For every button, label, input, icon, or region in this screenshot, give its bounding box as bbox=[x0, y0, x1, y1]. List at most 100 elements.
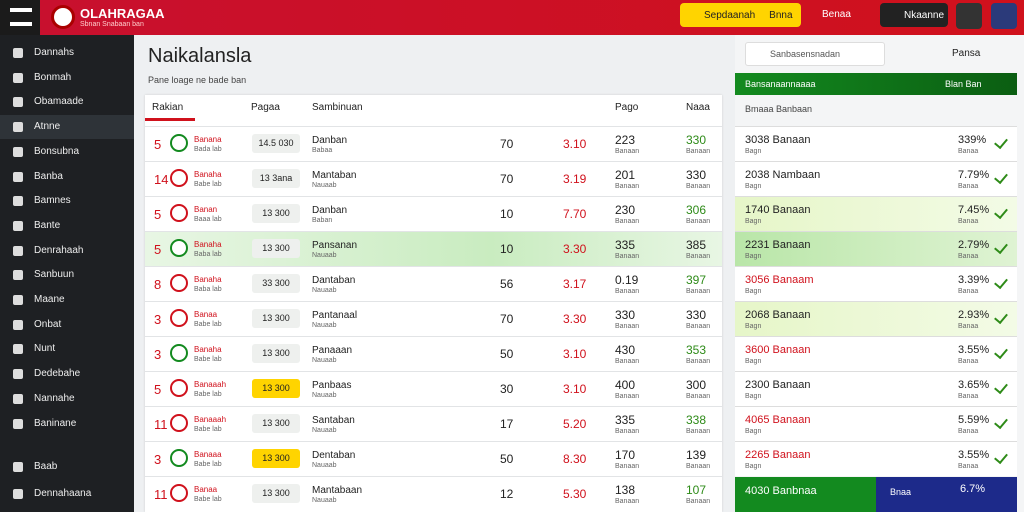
panel-row bbox=[735, 406, 1017, 441]
entry-pct: 3.39% bbox=[958, 274, 990, 286]
nav-item[interactable]: Dannahs bbox=[0, 41, 134, 65]
nav-item[interactable]: Dedebahe bbox=[0, 362, 134, 386]
nav-item[interactable]: Bonsubna bbox=[0, 140, 134, 164]
sidebar: Dannahs Bonmah Obamaade Atnne Bonsubna Banba B… bbox=[0, 35, 134, 512]
team-sub: Babe lab bbox=[194, 321, 222, 328]
entry-sub: Bagn bbox=[745, 358, 762, 365]
team-name: Banaa bbox=[194, 310, 218, 319]
avatar[interactable] bbox=[991, 3, 1017, 29]
nav-item[interactable]: Sanbuun bbox=[0, 263, 134, 287]
odds: 3.30 bbox=[563, 242, 587, 256]
entry-sub: Bagn bbox=[745, 218, 762, 225]
nav-item[interactable]: Nunt bbox=[0, 337, 134, 361]
filter-label[interactable]: Pansa bbox=[952, 48, 981, 59]
entry-sub: Banaa bbox=[958, 428, 979, 435]
team-logo bbox=[170, 309, 188, 327]
login-button[interactable]: Nkaanne bbox=[880, 3, 948, 27]
match-sub: Nauaab bbox=[312, 392, 337, 399]
entry-pct: 7.45% bbox=[958, 204, 990, 216]
entry-name: 2265 Banaan bbox=[745, 449, 811, 461]
match-sub: Baban bbox=[312, 217, 333, 224]
value: 107 bbox=[686, 483, 707, 497]
search-input[interactable]: Sanbasensnadan bbox=[745, 42, 885, 66]
nav-item[interactable]: Bante bbox=[0, 214, 134, 238]
odds: 3.10 bbox=[563, 347, 587, 361]
value-sub: Banaan bbox=[615, 358, 640, 365]
entry-pct: 3.55% bbox=[958, 449, 990, 461]
nav-item[interactable]: Bamnes bbox=[0, 189, 134, 213]
page-subtitle: Pane loage ne bade ban bbox=[148, 75, 247, 85]
entry-sub: Banaa bbox=[958, 358, 979, 365]
panel-footer: 4030 Banbnaa Bnaa 6.7% bbox=[735, 477, 1017, 512]
value: 330 bbox=[686, 168, 707, 182]
table-row bbox=[145, 336, 722, 371]
team-name: Banaa bbox=[194, 485, 218, 494]
value: 330 bbox=[686, 133, 707, 147]
promo-button[interactable]: Sepdaanah Bnna bbox=[680, 3, 801, 27]
entry-name: 1740 Banaan bbox=[745, 204, 811, 216]
entry-name: 3600 Banaan bbox=[745, 344, 811, 356]
entry-pct: 3.55% bbox=[958, 344, 990, 356]
logo[interactable]: OLAHRAGAA bbox=[80, 6, 165, 21]
team-logo bbox=[170, 449, 188, 467]
value: 400 bbox=[615, 378, 636, 392]
match-name: Santaban bbox=[312, 415, 355, 426]
entry-sub: Banaa bbox=[958, 393, 979, 400]
score-badge: 13 300 bbox=[252, 239, 300, 258]
table-row bbox=[145, 301, 722, 336]
entry-name: 2068 Banaan bbox=[745, 309, 811, 321]
odds: 8.30 bbox=[563, 452, 587, 466]
value: 230 bbox=[615, 203, 636, 217]
header: OLAHRAGAA Sbnan Snabaan ban Sepdaanah Bnn… bbox=[0, 0, 1024, 35]
entry-sub: Banaa bbox=[958, 463, 979, 470]
value: 353 bbox=[686, 343, 707, 357]
nav-item[interactable]: Atnne bbox=[0, 115, 134, 140]
team-sub: Babe lab bbox=[194, 356, 222, 363]
entry-pct: 5.59% bbox=[958, 414, 990, 426]
team-sub: Babe lab bbox=[194, 391, 222, 398]
rank: 8 bbox=[154, 277, 162, 292]
entry-sub: Bagn bbox=[745, 253, 762, 260]
entry-pct: 2.79% bbox=[958, 239, 990, 251]
match-name: Danban bbox=[312, 135, 348, 146]
avatar[interactable] bbox=[956, 3, 982, 29]
nav-item[interactable]: Banba bbox=[0, 165, 134, 189]
entry-sub: Bagn bbox=[745, 393, 762, 400]
value-sub: Banaan bbox=[615, 288, 640, 295]
nav-item[interactable]: Onbat bbox=[0, 313, 134, 337]
live-button[interactable]: Benaa bbox=[822, 9, 851, 20]
value: 70 bbox=[500, 172, 514, 186]
value: 12 bbox=[500, 487, 514, 501]
nav-item[interactable]: Baab bbox=[0, 455, 134, 479]
odds: 7.70 bbox=[563, 207, 587, 221]
nav-item[interactable]: Nannahe bbox=[0, 387, 134, 411]
value: 0.19 bbox=[615, 273, 639, 287]
value: 385 bbox=[686, 238, 707, 252]
value-sub: Banaan bbox=[686, 358, 711, 365]
entry-sub: Banaa bbox=[958, 253, 979, 260]
entry-sub: Bagn bbox=[745, 148, 762, 155]
table-row bbox=[145, 231, 722, 266]
column-header: Pagaa bbox=[251, 102, 280, 113]
value: 30 bbox=[500, 382, 514, 396]
panel-row bbox=[735, 441, 1017, 476]
value-sub: Banaan bbox=[615, 218, 640, 225]
value-sub: Banaan bbox=[615, 393, 640, 400]
team-logo bbox=[170, 169, 188, 187]
menu-icon[interactable] bbox=[10, 8, 32, 26]
entry-sub: Banaa bbox=[958, 288, 979, 295]
nav-item[interactable]: Obamaade bbox=[0, 90, 134, 114]
score-badge: 33 300 bbox=[252, 274, 300, 293]
value: 70 bbox=[500, 137, 514, 151]
nav-item[interactable]: Bonmah bbox=[0, 66, 134, 90]
match-name: Mantabaan bbox=[312, 485, 363, 496]
nav-item[interactable]: Maane bbox=[0, 288, 134, 312]
score-badge: 13 300 bbox=[252, 204, 300, 223]
value: 335 bbox=[615, 413, 636, 427]
column-header: Pago bbox=[615, 102, 639, 113]
nav-item[interactable]: Denrahaah bbox=[0, 239, 134, 263]
nav-item[interactable]: Baninane bbox=[0, 412, 134, 436]
team-logo bbox=[170, 134, 188, 152]
nav-item[interactable]: Dennahaana bbox=[0, 482, 134, 506]
